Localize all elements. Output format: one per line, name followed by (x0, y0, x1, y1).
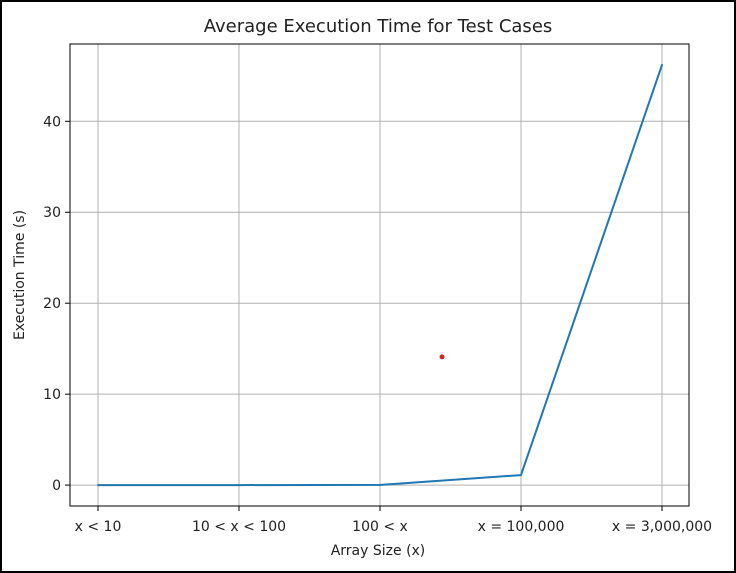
y-axis-ticks: 0 10 20 30 40 (43, 114, 70, 494)
grid-lines (70, 44, 689, 506)
x-tick-label: x < 10 (75, 519, 122, 535)
x-tick-label: x = 3,000,000 (612, 519, 712, 535)
x-tick-label: x = 100,000 (478, 519, 565, 535)
y-tick-label: 30 (43, 205, 61, 221)
x-tick-label: 10 < x < 100 (192, 519, 286, 535)
y-tick-label: 10 (43, 387, 61, 403)
x-tick-label: 100 < x (352, 519, 408, 535)
y-tick-label: 20 (43, 296, 61, 312)
red-marker-point (439, 354, 445, 360)
marker-layer (439, 354, 445, 360)
y-tick-label: 0 (52, 478, 61, 494)
y-axis-label: Execution Time (s) (12, 210, 28, 340)
x-axis-label: Array Size (x) (331, 543, 426, 559)
chart-title: Average Execution Time for Test Cases (204, 16, 553, 37)
y-tick-label: 40 (43, 114, 61, 130)
series-layer (97, 63, 663, 487)
x-axis-ticks: x < 10 10 < x < 100 100 < x x = 100,000 x = … (75, 506, 712, 535)
